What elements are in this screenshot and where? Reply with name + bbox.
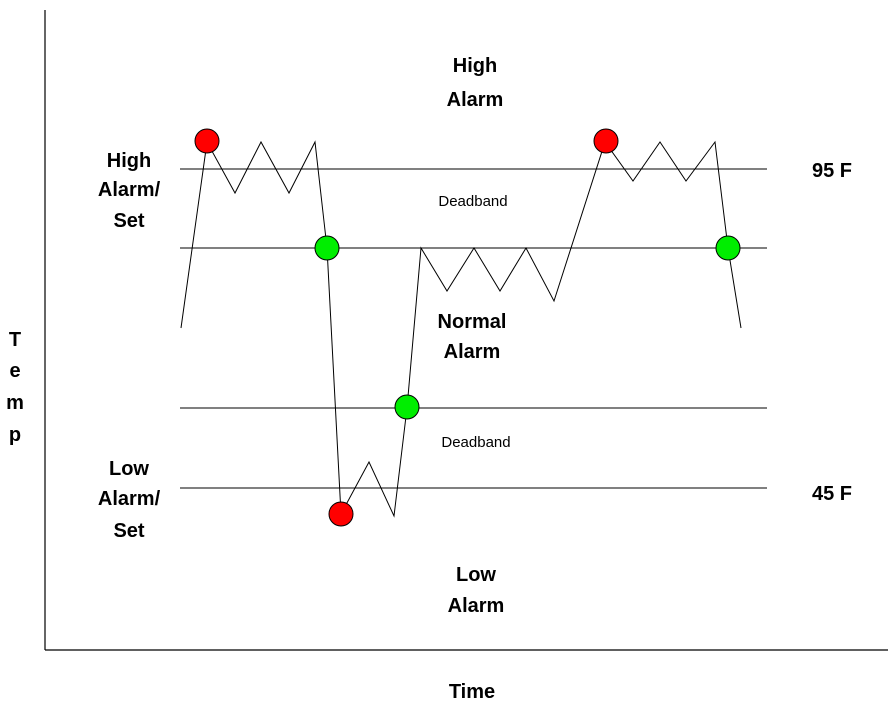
low-alarm-region-label-line1: Low bbox=[456, 564, 496, 586]
upper-deadband-label: Deadband bbox=[438, 193, 507, 210]
return-to-normal-marker bbox=[715, 235, 741, 261]
high-alarm-set-label-line3: Set bbox=[113, 210, 144, 232]
high-alarm-region-label-line1: High bbox=[453, 55, 497, 77]
low-alarm-set-label-line2: Alarm/ bbox=[98, 488, 161, 510]
low-alarm-set-label-line1: Low bbox=[109, 458, 149, 480]
x-axis-label: Time bbox=[449, 681, 495, 703]
y-axis-label-letter: T bbox=[9, 329, 21, 351]
low-alarm-trigger-marker bbox=[328, 501, 354, 527]
y-axis-label-letter: e bbox=[9, 360, 20, 382]
low-alarm-region-label-line2: Alarm bbox=[448, 595, 505, 617]
low-setpoint-value: 45 F bbox=[812, 483, 852, 505]
high-alarm-trigger-marker bbox=[593, 128, 619, 154]
y-axis-label-letter: p bbox=[9, 424, 21, 446]
high-alarm-set-label-line2: Alarm/ bbox=[98, 179, 161, 201]
lower-deadband-label: Deadband bbox=[441, 434, 510, 451]
high-setpoint-value: 95 F bbox=[812, 160, 852, 182]
high-alarm-trigger-marker bbox=[194, 128, 220, 154]
high-alarm-region-label-line2: Alarm bbox=[447, 89, 504, 111]
temperature-trace bbox=[180, 140, 742, 518]
low-alarm-set-label-line3: Set bbox=[113, 520, 144, 542]
return-to-normal-marker bbox=[394, 394, 420, 420]
y-axis-label-letter: m bbox=[6, 392, 24, 414]
high-alarm-set-label-line1: High bbox=[107, 150, 151, 172]
normal-alarm-region-label-line1: Normal bbox=[438, 311, 507, 333]
normal-alarm-region-label-line2: Alarm bbox=[444, 341, 501, 363]
return-to-normal-marker bbox=[314, 235, 340, 261]
